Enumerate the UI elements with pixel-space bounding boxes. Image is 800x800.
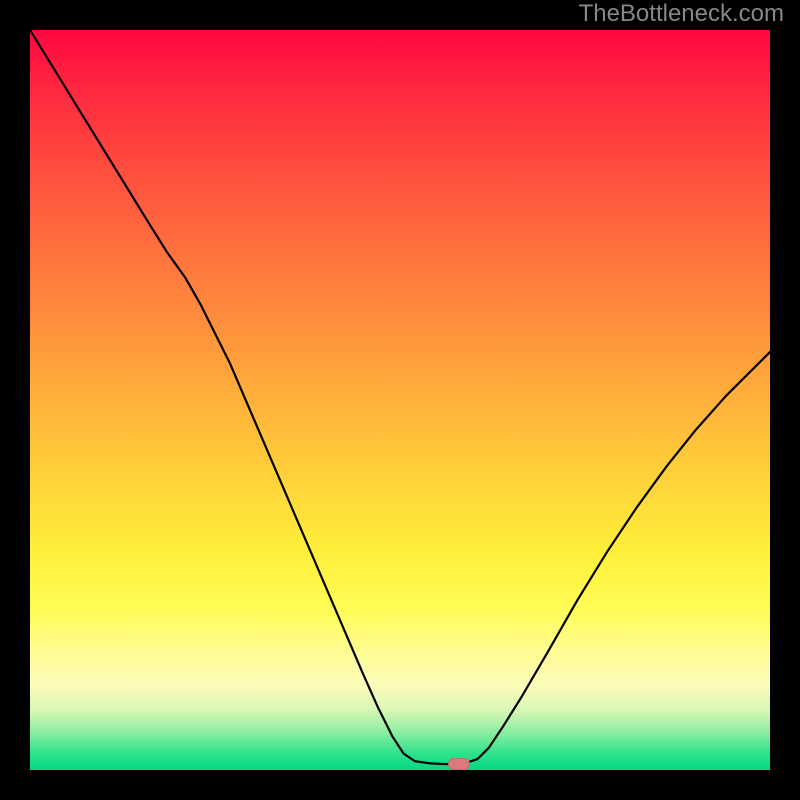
plot-area	[30, 30, 770, 770]
watermark-text: TheBottleneck.com	[579, 0, 784, 28]
optimal-marker	[448, 758, 470, 770]
chart-container	[30, 30, 770, 770]
bottleneck-curve	[30, 30, 770, 770]
